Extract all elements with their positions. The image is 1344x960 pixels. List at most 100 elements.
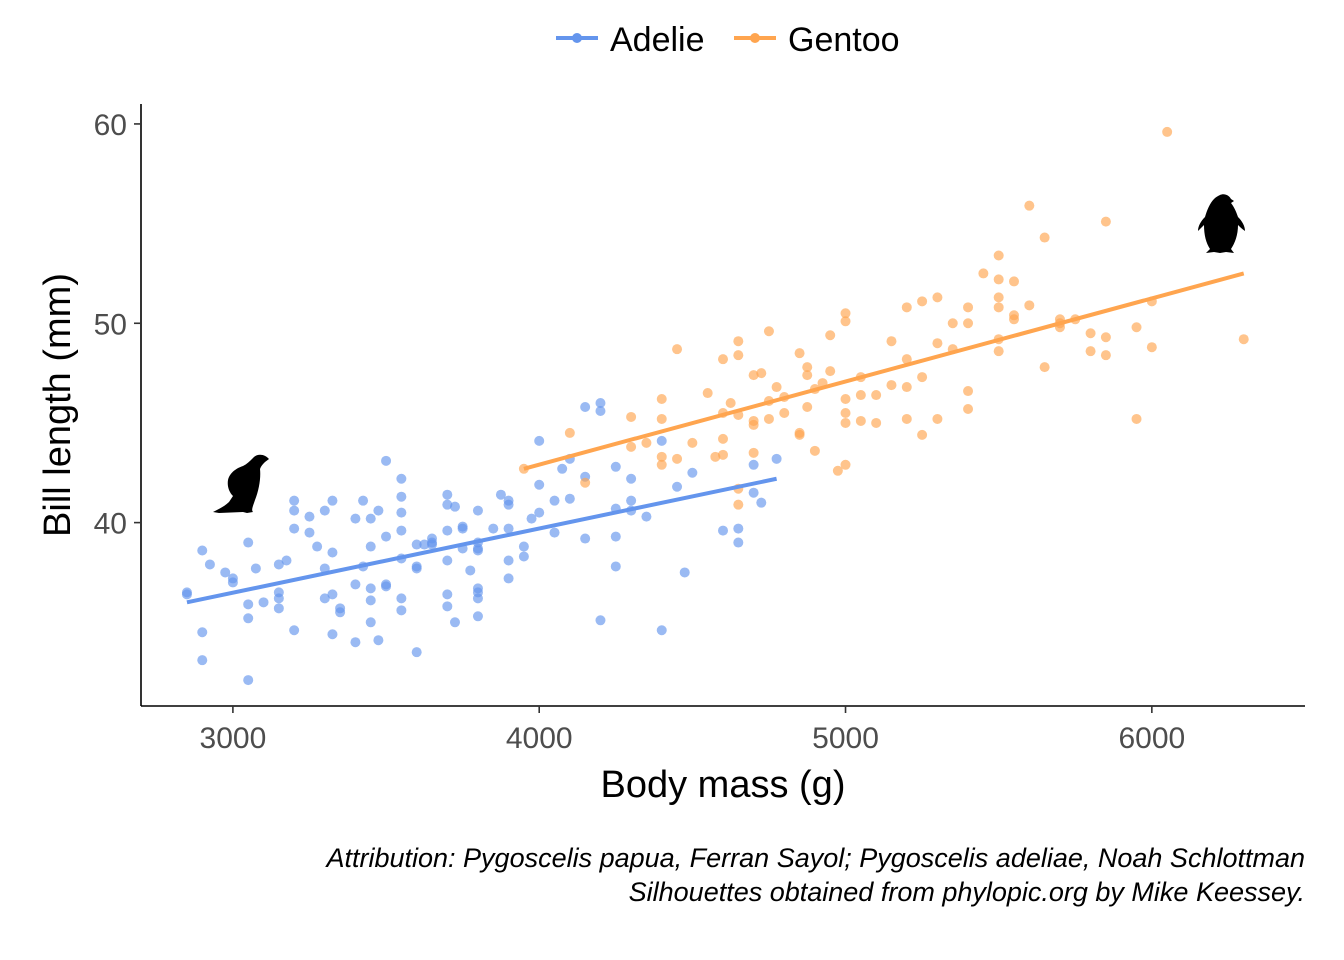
adelie-point: [304, 527, 315, 538]
adelie-point: [610, 531, 621, 542]
adelie-point: [503, 523, 514, 534]
gentoo-point: [763, 413, 774, 424]
gentoo-point: [855, 415, 866, 426]
adelie-point: [427, 539, 437, 550]
gentoo-point: [672, 453, 683, 464]
legend-label-gentoo: Gentoo: [788, 21, 900, 59]
adelie-point: [756, 497, 767, 508]
adelie-point: [549, 495, 560, 506]
gentoo-point: [825, 366, 836, 377]
gentoo-point: [763, 326, 774, 337]
gentoo-point: [1146, 342, 1157, 353]
adelie-point: [365, 541, 376, 552]
adelie-point: [243, 599, 254, 610]
gentoo-point: [779, 407, 790, 418]
adelie-point: [580, 401, 591, 412]
adelie-point: [197, 627, 208, 638]
adelie-point: [449, 501, 460, 512]
gentoo-point: [1100, 350, 1111, 361]
gentoo-point: [802, 401, 813, 412]
x-tick-label: 5000: [812, 722, 879, 755]
gentoo-point: [656, 459, 667, 470]
x-axis-title: Body mass (g): [601, 764, 846, 806]
adelie-point: [449, 617, 460, 628]
gentoo-point: [917, 296, 928, 307]
gentoo-point: [832, 465, 843, 476]
gentoo-point: [840, 407, 851, 418]
gentoo-point: [725, 398, 736, 409]
gentoo-point: [718, 449, 728, 460]
gentoo-point: [901, 382, 912, 393]
adelie-point: [250, 563, 261, 574]
adelie-point: [327, 547, 338, 558]
gentoo-point: [871, 390, 882, 401]
adelie-point: [626, 473, 637, 484]
adelie-point: [641, 511, 652, 522]
caption-line-2: Silhouettes obtained from phylopic.org b…: [629, 877, 1305, 907]
adelie-point: [472, 545, 483, 556]
gentoo-point: [1024, 300, 1035, 311]
adelie-point: [411, 539, 422, 550]
adelie-penguin-silhouette: [213, 454, 269, 513]
adelie-point: [595, 615, 606, 626]
adelie-point: [610, 561, 621, 572]
adelie-point: [289, 625, 300, 636]
adelie-point: [396, 605, 407, 616]
gentoo-point: [626, 411, 637, 422]
adelie-point: [227, 577, 238, 588]
y-tick-label: 60: [94, 109, 127, 142]
x-ticks: 3000 4000 5000 6000: [200, 706, 1185, 755]
gentoo-point: [672, 344, 683, 355]
adelie-point: [327, 495, 338, 506]
adelie-point: [472, 611, 483, 622]
adelie-point: [442, 489, 453, 500]
gentoo-penguin-silhouette: [1198, 194, 1245, 253]
adelie-point: [534, 435, 545, 446]
gentoo-point: [932, 413, 943, 424]
gentoo-point: [656, 413, 667, 424]
gentoo-point: [963, 318, 974, 329]
gentoo-point: [871, 417, 882, 428]
adelie-point: [358, 495, 369, 506]
gentoo-point: [756, 368, 767, 379]
legend-item-gentoo: Gentoo: [734, 21, 900, 59]
gentoo-point: [886, 336, 897, 347]
adelie-point: [281, 555, 292, 566]
gentoo-point: [901, 354, 912, 365]
gentoo-point: [687, 437, 698, 448]
adelie-point: [534, 479, 545, 490]
adelie-point: [319, 505, 330, 516]
gentoo-point: [917, 429, 928, 440]
adelie-point: [610, 461, 621, 472]
gentoo-point: [718, 433, 728, 444]
gentoo-point: [1131, 413, 1142, 424]
adelie-point: [273, 559, 284, 570]
adelie-point: [472, 505, 483, 516]
gentoo-point: [978, 268, 989, 279]
gentoo-point: [748, 419, 759, 430]
adelie-point: [396, 525, 407, 536]
adelie-point: [748, 487, 759, 498]
adelie-point: [442, 601, 453, 612]
gentoo-point: [917, 372, 928, 383]
gentoo-point: [702, 388, 713, 399]
adelie-point: [243, 675, 254, 686]
gentoo-point: [993, 346, 1004, 357]
x-tick-label: 6000: [1118, 722, 1185, 755]
y-axis-title: Bill length (mm): [37, 273, 79, 537]
adelie-point: [526, 513, 537, 524]
adelie-point: [442, 589, 453, 600]
y-ticks: 40 50 60: [94, 109, 141, 541]
gentoo-point: [733, 499, 744, 510]
adelie-point: [258, 597, 269, 608]
gentoo-point: [901, 302, 912, 313]
gentoo-point: [656, 451, 667, 462]
gentoo-point: [1100, 216, 1111, 227]
adelie-point: [656, 625, 667, 636]
adelie-point: [243, 537, 254, 548]
adelie-point: [442, 525, 453, 536]
gentoo-point: [1024, 200, 1035, 211]
y-tick-label: 50: [94, 308, 127, 341]
gentoo-point: [993, 274, 1004, 285]
